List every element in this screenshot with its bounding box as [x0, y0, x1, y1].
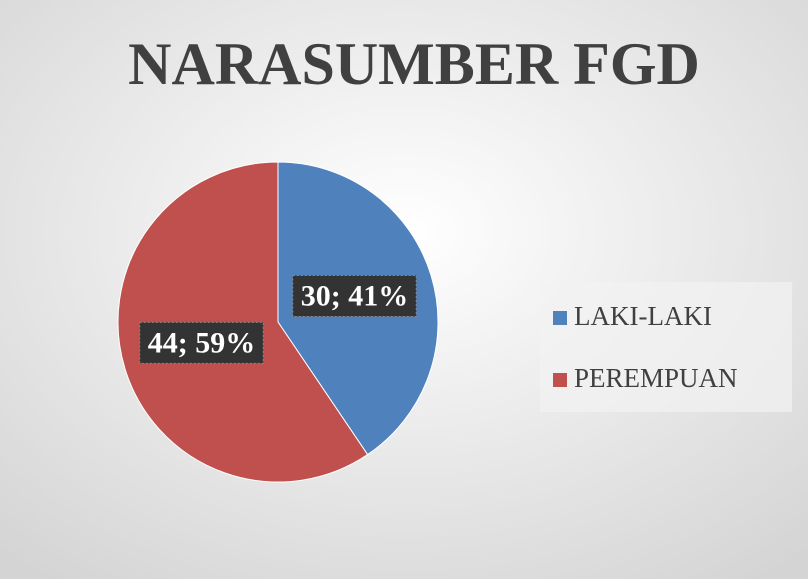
pie-slice [117, 161, 369, 483]
data-label-box [292, 274, 417, 317]
data-label: 44; 59% [148, 326, 256, 359]
chart-title: NARASUMBER FGD [128, 31, 700, 97]
legend-label: PEREMPUAN [574, 363, 738, 393]
legend-marker [553, 373, 567, 387]
data-label: 30; 41% [301, 279, 409, 312]
legend-label: LAKI-LAKI [574, 301, 712, 331]
legend-box [540, 282, 792, 412]
legend-marker [553, 311, 567, 325]
data-label-box [139, 321, 264, 364]
